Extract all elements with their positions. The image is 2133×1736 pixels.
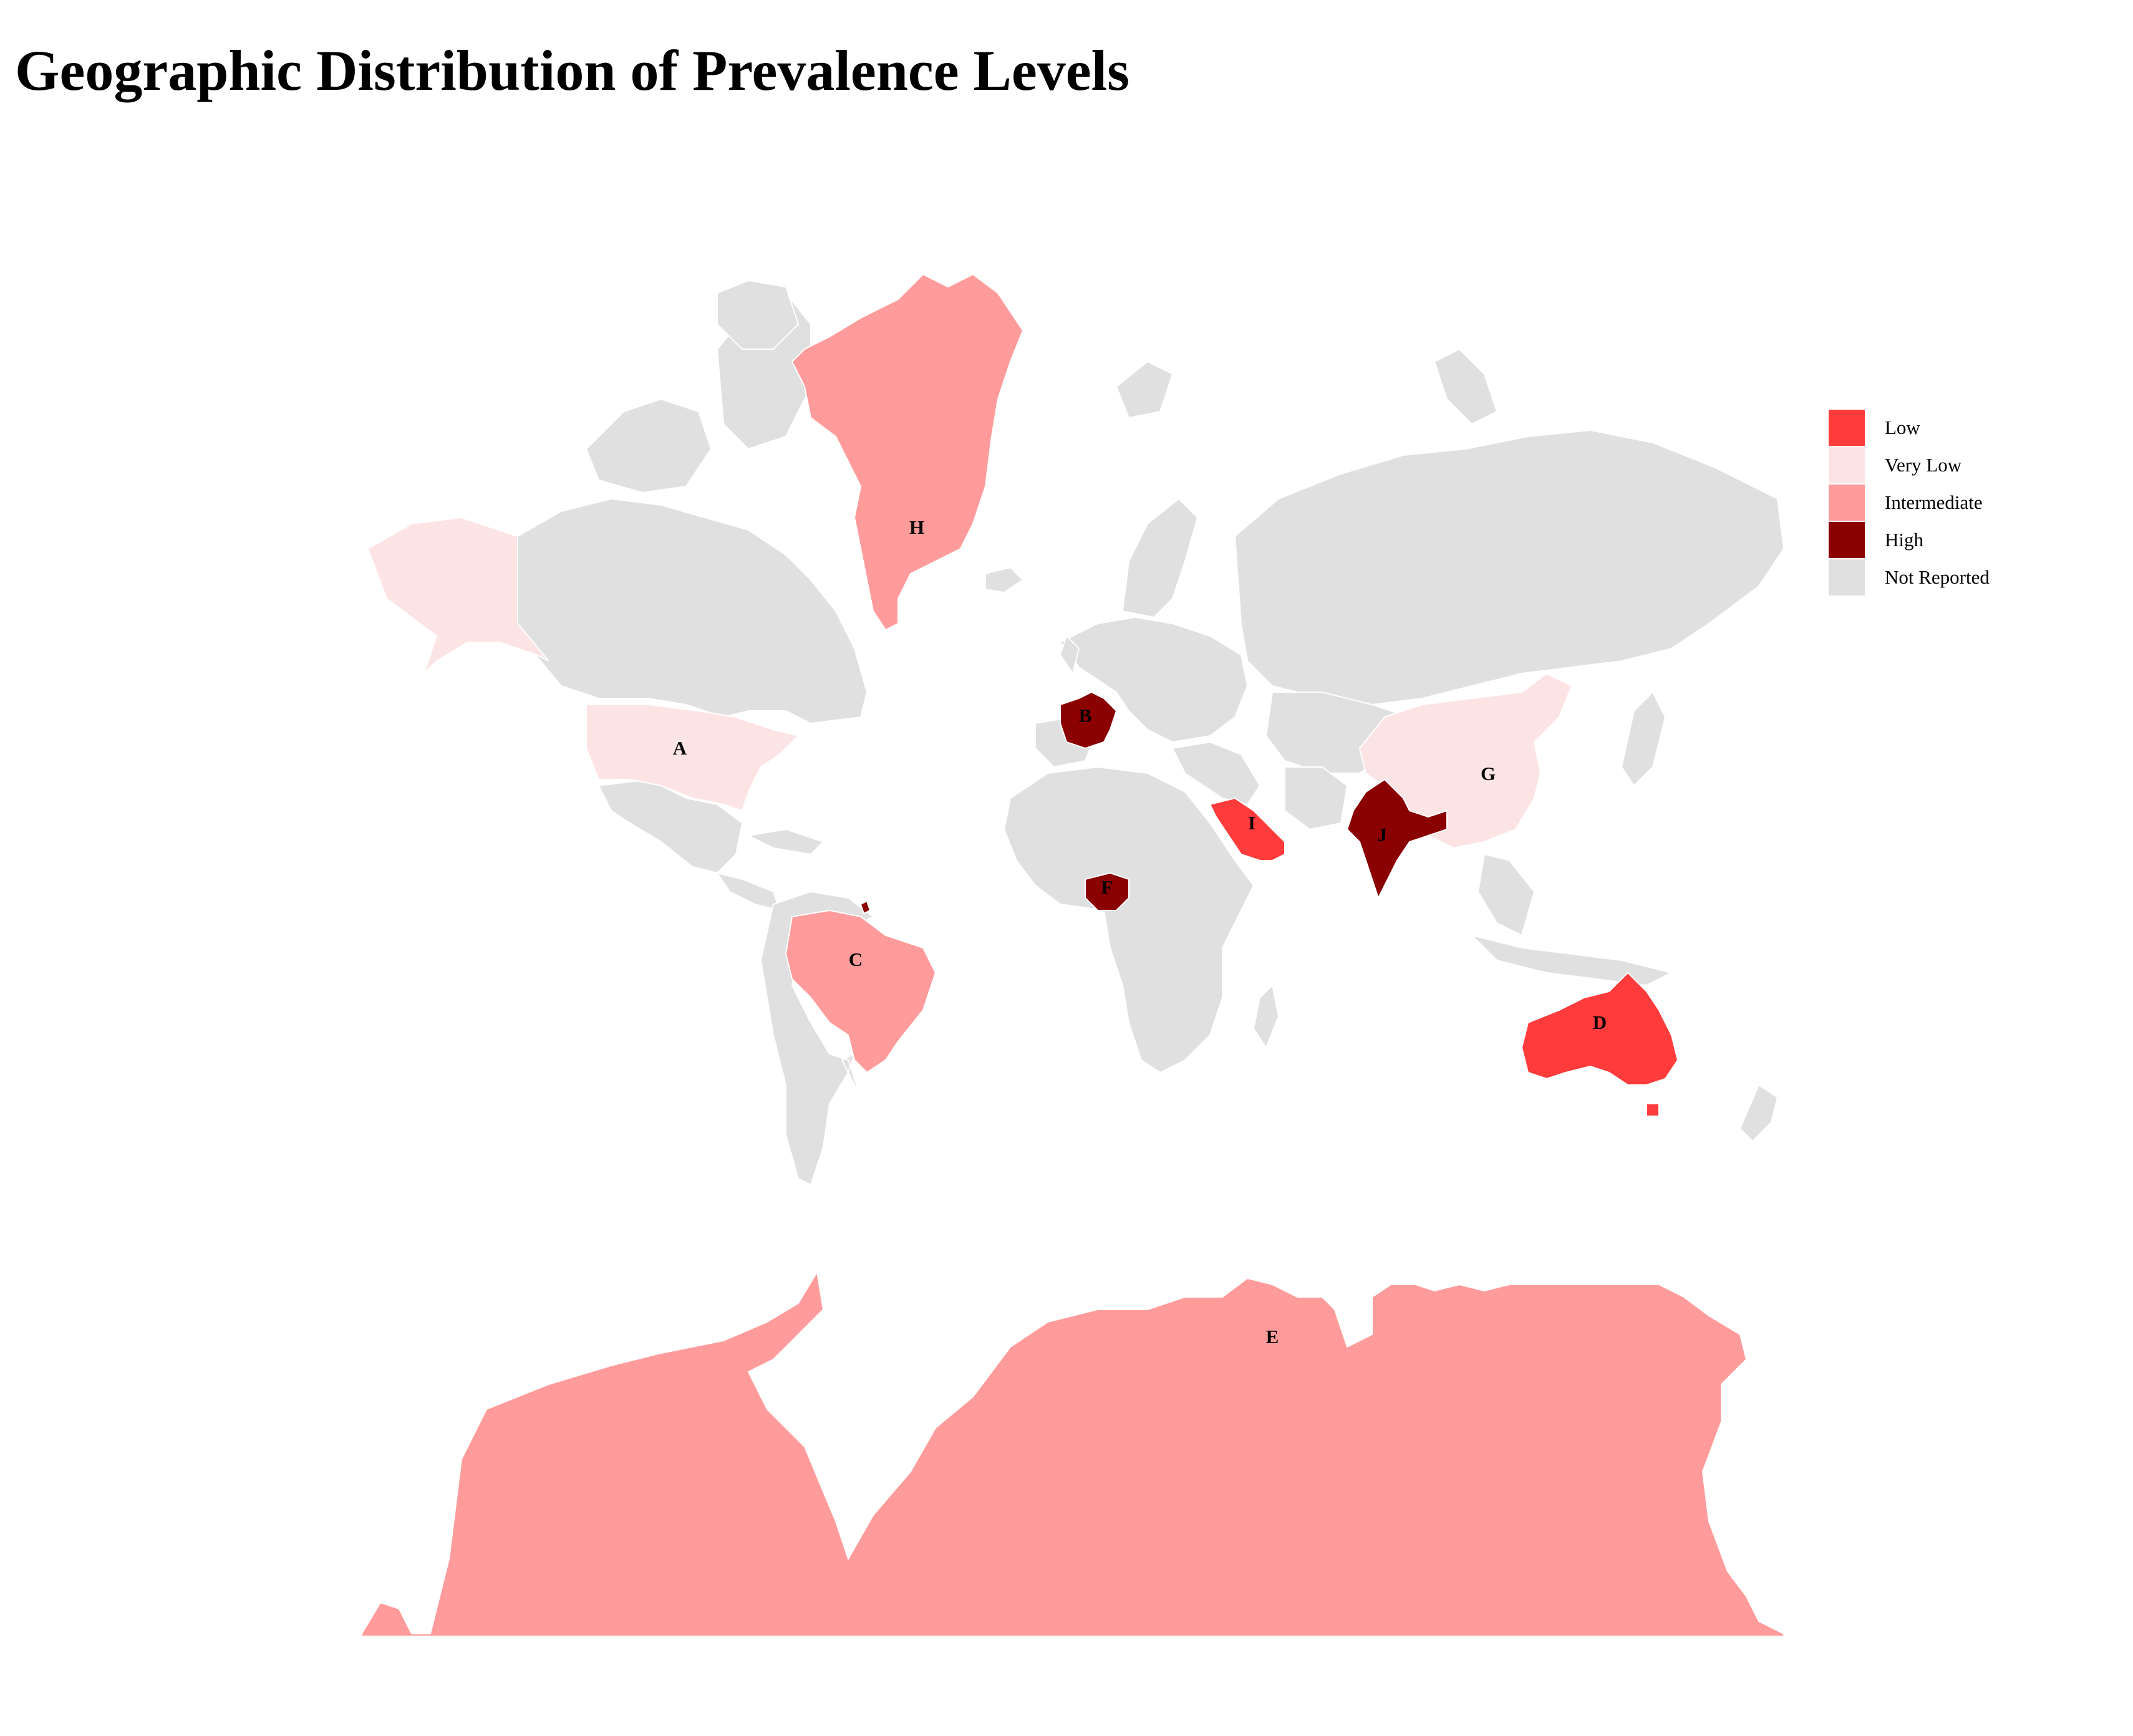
central-america-shape xyxy=(715,872,781,912)
region-label-E: E xyxy=(1266,1326,1279,1348)
japan-shape xyxy=(1620,691,1666,787)
legend-swatch xyxy=(1829,559,1865,596)
region-A-alaska-shape xyxy=(367,516,549,674)
map-title: Geographic Distribution of Prevalence Le… xyxy=(15,39,1129,102)
legend-swatch xyxy=(1829,485,1865,521)
region-label-C: C xyxy=(849,948,863,970)
europe-shape xyxy=(1059,616,1249,743)
region-I-shape xyxy=(1209,797,1285,861)
legend-swatch xyxy=(1829,410,1865,446)
region-high xyxy=(859,691,1448,915)
ellesmere-shape xyxy=(717,279,800,350)
region-label-A: A xyxy=(673,737,687,759)
region-label-I: I xyxy=(1248,812,1255,834)
region-B-shape xyxy=(1060,691,1118,750)
legend-swatch xyxy=(1829,522,1865,558)
region-intermediate xyxy=(361,273,1784,1637)
legend-swatch xyxy=(1829,447,1865,483)
region-C-shape xyxy=(785,909,937,1074)
region-label-G: G xyxy=(1481,763,1496,784)
legend-item-not-reported[interactable]: Not Reported xyxy=(1829,559,1990,596)
legend: Low Very Low Intermediate High Not Repor… xyxy=(1829,409,1990,596)
legend-label: High xyxy=(1885,529,1923,551)
region-labels: A B C D E F G H I J xyxy=(673,516,1607,1348)
madagascar-shape xyxy=(1252,983,1280,1049)
region-D-shape xyxy=(1521,972,1679,1086)
legend-label: Not Reported xyxy=(1885,566,1990,588)
region-label-D: D xyxy=(1593,1011,1607,1033)
legend-item-very-low[interactable]: Very Low xyxy=(1829,446,1990,484)
southeast-asia-shape xyxy=(1477,853,1536,937)
region-label-J: J xyxy=(1377,824,1387,846)
region-D-tasmania-shape xyxy=(1646,1103,1660,1117)
canada-shape xyxy=(510,498,868,725)
iceland-shape xyxy=(985,566,1024,594)
legend-label: Very Low xyxy=(1885,454,1962,476)
novaya-zemlya-shape xyxy=(1433,348,1498,425)
arctic-islands-shape xyxy=(585,398,712,494)
legend-item-intermediate[interactable]: Intermediate xyxy=(1829,484,1990,521)
africa-shape xyxy=(1003,766,1255,1074)
region-F-shape xyxy=(1085,872,1129,911)
region-high-guiana-shape xyxy=(859,900,871,915)
indonesia-shape xyxy=(1469,934,1673,986)
region-very-low xyxy=(367,516,1573,849)
region-H-shape xyxy=(791,273,1024,631)
mexico-shape xyxy=(597,778,743,874)
middle-east-shape xyxy=(1171,741,1261,806)
legend-label: Intermediate xyxy=(1885,491,1983,513)
iran-shape xyxy=(1284,766,1348,831)
region-J-shape xyxy=(1346,778,1448,900)
legend-item-low[interactable]: Low xyxy=(1829,409,1990,446)
region-A-shape xyxy=(586,704,800,812)
svalbard-shape xyxy=(1115,360,1174,419)
scandinavia-shape xyxy=(1121,498,1199,619)
region-E-shape xyxy=(361,1270,1784,1637)
region-low xyxy=(1209,797,1679,1117)
new-zealand-shape xyxy=(1739,1084,1779,1142)
caribbean-shape xyxy=(746,828,825,856)
russia-shape xyxy=(1234,429,1785,706)
uk-shape xyxy=(1059,635,1080,675)
not-reported-land xyxy=(510,279,1785,1186)
region-label-B: B xyxy=(1079,705,1092,726)
region-label-F: F xyxy=(1101,876,1113,898)
legend-label: Low xyxy=(1885,417,1920,438)
legend-item-high[interactable]: High xyxy=(1829,521,1990,559)
region-label-H: H xyxy=(909,516,924,538)
